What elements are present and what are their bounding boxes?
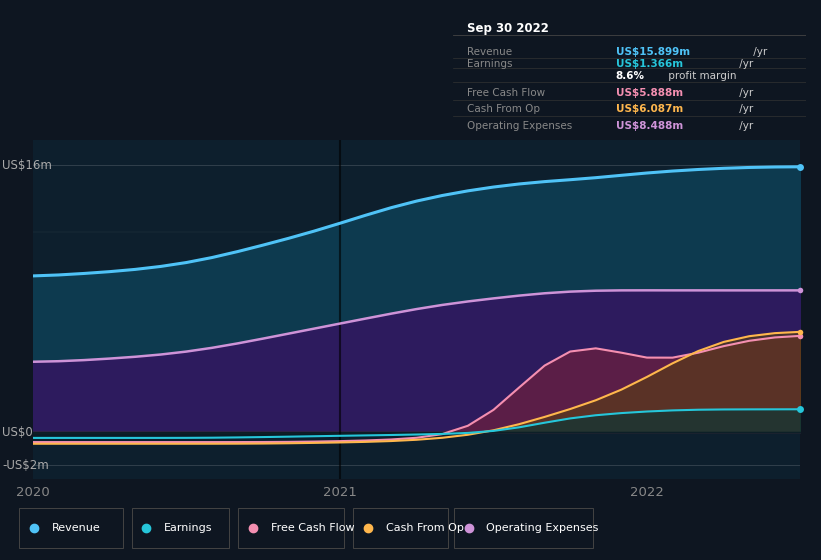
- Text: 8.6%: 8.6%: [616, 71, 644, 81]
- Text: Cash From Op: Cash From Op: [467, 104, 540, 114]
- Text: Free Cash Flow: Free Cash Flow: [467, 88, 545, 98]
- Text: US$16m: US$16m: [2, 158, 52, 171]
- Text: Revenue: Revenue: [467, 46, 512, 57]
- Text: Operating Expenses: Operating Expenses: [486, 523, 599, 533]
- Text: /yr: /yr: [736, 59, 754, 68]
- Text: Earnings: Earnings: [164, 523, 213, 533]
- Text: /yr: /yr: [736, 121, 754, 131]
- Text: Revenue: Revenue: [52, 523, 101, 533]
- Text: US$5.888m: US$5.888m: [616, 88, 683, 98]
- Text: /yr: /yr: [750, 46, 767, 57]
- Text: US$6.087m: US$6.087m: [616, 104, 683, 114]
- Text: US$8.488m: US$8.488m: [616, 121, 683, 131]
- Text: Operating Expenses: Operating Expenses: [467, 121, 572, 131]
- Text: US$15.899m: US$15.899m: [616, 46, 690, 57]
- Text: Cash From Op: Cash From Op: [386, 523, 464, 533]
- Text: Sep 30 2022: Sep 30 2022: [467, 21, 549, 35]
- Text: -US$2m: -US$2m: [2, 459, 49, 472]
- Text: profit margin: profit margin: [665, 71, 736, 81]
- Text: /yr: /yr: [736, 88, 754, 98]
- Text: US$0: US$0: [2, 426, 33, 438]
- Text: US$1.366m: US$1.366m: [616, 59, 683, 68]
- Text: Free Cash Flow: Free Cash Flow: [271, 523, 354, 533]
- Text: /yr: /yr: [736, 104, 754, 114]
- Text: Earnings: Earnings: [467, 59, 513, 68]
